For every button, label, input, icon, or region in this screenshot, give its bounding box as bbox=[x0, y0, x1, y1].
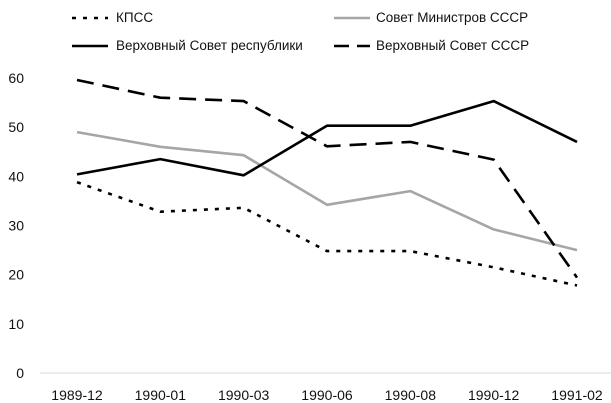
y-tick-label: 30 bbox=[8, 218, 24, 234]
legend-entry-sovet-ministrov: Совет Министров СССР bbox=[334, 10, 528, 25]
legend-entry-verkhovny-sovet-sssr: Верховный Совет СССР bbox=[334, 38, 529, 53]
legend-label-verkhovny-sovet-respubliki: Верховный Совет республики bbox=[116, 38, 303, 53]
legend-label-sovet-ministrov: Совет Министров СССР bbox=[376, 10, 528, 25]
x-tick-label: 1990-03 bbox=[218, 387, 270, 403]
x-tick-label: 1990-08 bbox=[385, 387, 437, 403]
y-tick-label: 60 bbox=[8, 70, 24, 86]
y-tick-label: 40 bbox=[8, 168, 24, 184]
series-line-2 bbox=[76, 99, 578, 177]
series-line-1 bbox=[76, 130, 578, 252]
x-axis-tick-labels: 1989-12 1990-01 1990-03 1990-06 1990-08 1990-… bbox=[51, 387, 603, 403]
series-line-3 bbox=[76, 78, 579, 279]
series-layer bbox=[76, 78, 579, 287]
legend-label-kpss: КПСС bbox=[116, 10, 153, 25]
legend-entry-verkhovny-sovet-respubliki: Верховный Совет республики bbox=[72, 38, 303, 53]
y-tick-label: 20 bbox=[8, 267, 24, 283]
legend: КПСС Совет Министров СССР Верховный Сове… bbox=[72, 10, 529, 53]
series-line-0 bbox=[76, 180, 578, 287]
x-tick-label: 1990-06 bbox=[301, 387, 353, 403]
y-tick-label: 0 bbox=[16, 365, 24, 381]
x-tick-label: 1990-01 bbox=[135, 387, 187, 403]
legend-entry-kpss: КПСС bbox=[72, 10, 153, 25]
x-tick-label: 1990-12 bbox=[468, 387, 520, 403]
legend-label-verkhovny-sovet-sssr: Верховный Совет СССР bbox=[376, 38, 529, 53]
x-tick-label: 1989-12 bbox=[51, 387, 103, 403]
y-axis-tick-labels: 0 10 20 30 40 50 60 bbox=[8, 70, 24, 381]
y-tick-label: 50 bbox=[8, 119, 24, 135]
x-tick-label: 1991-02 bbox=[551, 387, 603, 403]
y-tick-label: 10 bbox=[8, 316, 24, 332]
